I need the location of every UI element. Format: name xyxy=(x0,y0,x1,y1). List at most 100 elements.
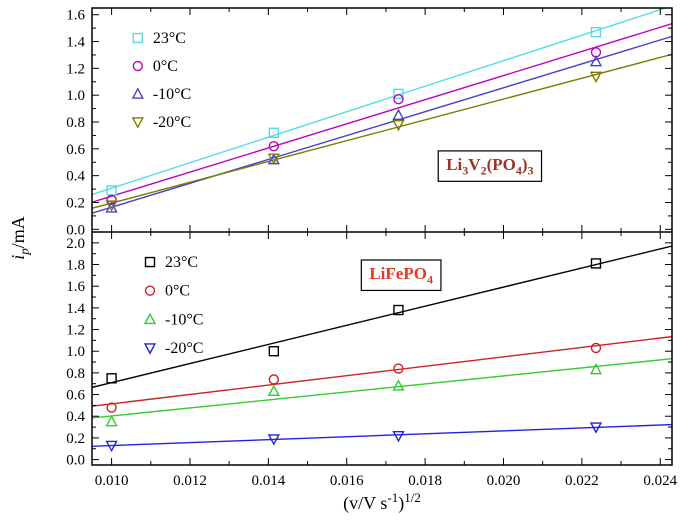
marker-circle xyxy=(268,140,280,152)
panel-title-top: Li3V2(PO4)3 xyxy=(446,155,533,177)
marker-circle xyxy=(106,402,117,413)
fit-line-bottom-0 xyxy=(92,245,672,389)
marker-circle xyxy=(268,374,280,385)
panel-bottom: 23°C 0°C -10°C -20°C 0.0 0.2 0.4 0.6 0.8 1.0 1.2 1.… xyxy=(66,236,672,469)
panel-top: 23°C 0°C -10°C -20°C 0.0 0.2 0.4 0.6 0.8 1.0 1.2 1.… xyxy=(66,8,672,238)
panel-title-box-bottom: LiFePO4 xyxy=(360,259,442,292)
legend-label: -20°C xyxy=(153,114,191,131)
fit-line-top-2 xyxy=(92,35,672,214)
marker-triangle-down xyxy=(392,119,405,132)
marker-triangle-down xyxy=(589,422,603,434)
y-tick-label: 1.0 xyxy=(66,88,85,104)
marker-square xyxy=(393,304,404,316)
legend-marker-triangle-down xyxy=(143,343,157,355)
y-tick-label: 1.2 xyxy=(66,61,85,77)
legend-label: -10°C xyxy=(153,86,191,103)
marker-circle xyxy=(590,342,602,354)
y-tick-label: 0.4 xyxy=(66,169,85,185)
y-axis-label: ip/mA xyxy=(8,216,32,260)
fit-lines-top xyxy=(92,8,672,214)
legend-label: 23°C xyxy=(165,254,198,271)
marker-triangle-up xyxy=(589,362,603,375)
x-tick-label: 0.010 xyxy=(95,473,129,489)
marker-triangle-down xyxy=(392,430,405,443)
series-bottom-0 xyxy=(106,258,602,384)
series-bottom-1 xyxy=(106,342,602,413)
marker-circle xyxy=(393,363,404,374)
marker-square xyxy=(590,258,602,269)
y-tick-label: 0.2 xyxy=(66,195,85,211)
marker-triangle-up xyxy=(267,384,280,397)
x-tick-label: 0.022 xyxy=(565,473,599,489)
legend-label: -10°C xyxy=(165,311,203,328)
y-tick-label: 1.6 xyxy=(66,279,85,295)
fit-line-top-0 xyxy=(92,8,668,196)
legend-label: 0°C xyxy=(153,58,178,75)
legend-label: 23°C xyxy=(153,30,186,47)
panel-title-bottom: LiFePO4 xyxy=(369,264,433,286)
legend-marker-triangle-up xyxy=(143,312,157,325)
legend-marker-square xyxy=(132,32,144,44)
y-tick-label: 0.2 xyxy=(66,431,85,447)
marker-square xyxy=(393,88,404,100)
fit-line-top-1 xyxy=(92,23,672,203)
y-tick-label: 1.4 xyxy=(66,301,85,317)
legend-label: 0°C xyxy=(165,283,190,300)
marker-square xyxy=(268,346,280,357)
legend-marker-triangle-up xyxy=(131,87,144,99)
y-tick-label: 0.8 xyxy=(66,366,85,382)
marker-square xyxy=(590,26,602,38)
marker-triangle-down xyxy=(267,153,280,165)
fit-lines-bottom xyxy=(92,245,672,447)
marker-triangle-up xyxy=(105,201,118,213)
y-tick-label: 1.6 xyxy=(66,8,85,24)
x-tick-label: 0.016 xyxy=(330,473,364,489)
marker-triangle-down xyxy=(267,434,280,446)
x-tick-label: 0.014 xyxy=(251,473,285,489)
y-tick-label: 0.6 xyxy=(66,142,85,158)
y-tick-label: 0.6 xyxy=(66,388,85,404)
y-tick-label: 0.4 xyxy=(66,409,85,425)
y-tick-label: 1.8 xyxy=(66,258,85,274)
y-ticks-bottom: 0.0 0.2 0.4 0.6 0.8 1.0 1.2 1.4 1.6 1.8 2.0 xyxy=(66,236,672,469)
marker-triangle-down xyxy=(589,71,603,84)
fit-line-bottom-3 xyxy=(92,423,672,447)
y-ticks-top: 0.0 0.2 0.4 0.6 0.8 1.0 1.2 1.4 1.6 xyxy=(66,8,672,238)
legend-marker-triangle-down xyxy=(131,117,144,129)
y-tick-label: 1.2 xyxy=(66,323,85,339)
x-tick-label: 0.020 xyxy=(487,473,521,489)
plot-frame xyxy=(91,7,673,466)
panel-title-frame xyxy=(360,259,442,292)
marker-square xyxy=(106,373,117,384)
legend-top: 23°C 0°C -10°C -20°C xyxy=(131,30,191,131)
series-top-1 xyxy=(106,47,602,206)
x-axis-label: (v/V s-1)1/2 xyxy=(343,490,421,514)
y-tick-label: 1.4 xyxy=(66,35,85,51)
marker-triangle-up xyxy=(589,54,603,67)
series-bottom-3 xyxy=(105,422,603,453)
fit-line-bottom-2 xyxy=(92,358,672,419)
panel-title-box-top: Li3V2(PO4)3 xyxy=(437,150,543,182)
marker-triangle-up xyxy=(105,414,118,427)
marker-circle xyxy=(393,94,404,105)
fit-line-bottom-1 xyxy=(92,335,672,407)
y-tick-label: 2.0 xyxy=(66,236,85,252)
panel-title-frame xyxy=(437,150,543,182)
series-top-3 xyxy=(105,71,603,212)
x-tick-label: 0.024 xyxy=(643,473,677,489)
legend-marker-square xyxy=(144,256,156,268)
marker-triangle-down xyxy=(105,200,118,212)
marker-square xyxy=(268,127,280,138)
marker-circle xyxy=(106,194,117,206)
y-tick-label: 0.0 xyxy=(66,453,85,469)
y-tick-label: 0.0 xyxy=(66,222,85,238)
legend-label: -20°C xyxy=(165,340,203,357)
y-tick-label: 1.0 xyxy=(66,344,85,360)
legend-marker-circle xyxy=(132,60,144,72)
marker-triangle-down xyxy=(105,440,118,453)
legend-bottom: 23°C 0°C -10°C -20°C xyxy=(143,254,203,357)
marker-triangle-up xyxy=(392,108,405,121)
